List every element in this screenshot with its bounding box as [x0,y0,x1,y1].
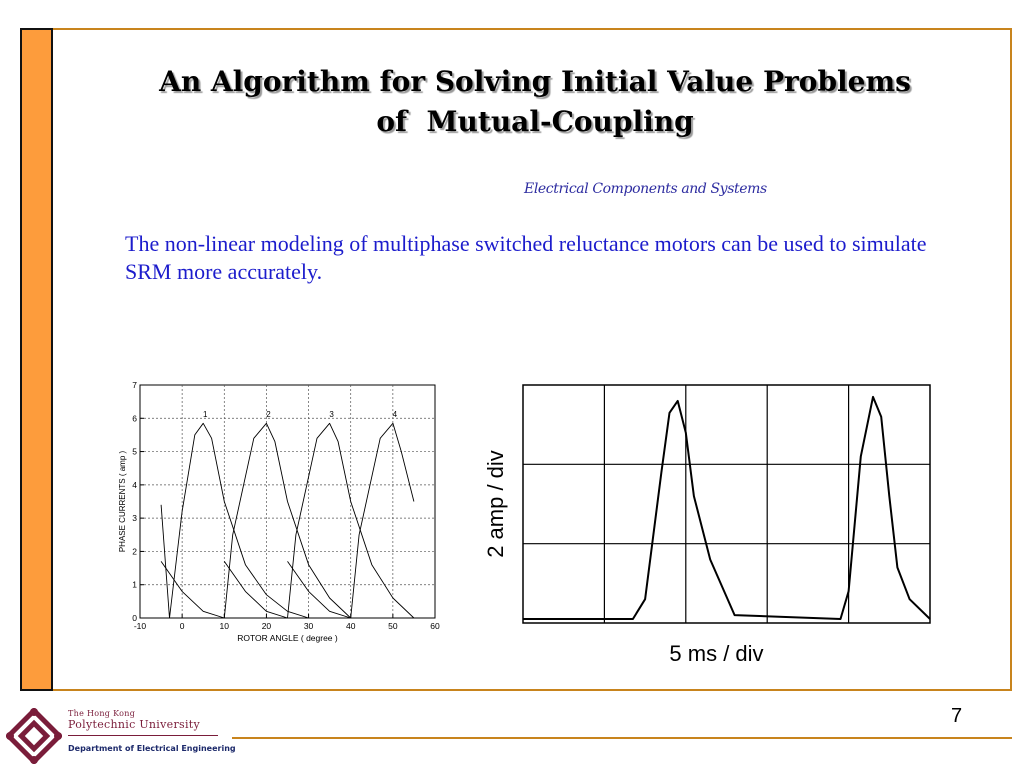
slide-title: An Algorithm for Solving Initial Value P… [80,62,990,142]
series-label: 3 [329,410,334,419]
x-tick-label: 40 [346,621,356,631]
university-name-line-1: The Hong Kong [68,709,136,718]
page-number: 7 [951,705,963,727]
series-label: 1 [203,410,208,419]
y-tick-label: 0 [132,613,137,623]
x-axis-label: 5 ms / div [669,641,763,666]
department-name: Department of Electrical Engineering [68,744,236,753]
university-name: The Hong Kong Polytechnic University [68,709,200,731]
accent-sidebar [20,28,53,691]
oscilloscope-trace-chart: 5 ms / div 2 amp / div [483,384,931,666]
x-tick-label: 20 [262,621,272,631]
y-tick-label: 4 [132,480,137,490]
y-tick-label: 5 [132,447,137,457]
series-label: 2 [266,410,271,419]
x-tick-label: 60 [430,621,440,631]
y-axis-label: 2 amp / div [483,450,508,558]
footer-divider [232,737,1012,739]
y-tick-label: 7 [132,380,137,390]
plot-area [139,384,436,619]
title-line-1: An Algorithm for Solving Initial Value P… [159,65,911,98]
slide-subtitle: Electrical Components and Systems [524,181,767,197]
scope-area [522,384,931,624]
x-tick-label: -10 [134,621,147,631]
y-tick-label: 1 [132,580,137,590]
x-tick-label: 30 [304,621,314,631]
phase-series-line [223,422,415,619]
phase-series-line [160,422,352,619]
x-tick-label: 0 [180,621,185,631]
y-tick-label: 6 [132,413,137,423]
series-label: 4 [393,410,398,419]
y-tick-label: 2 [132,546,137,556]
university-name-rule [68,735,218,736]
phase-series-line [160,422,309,619]
body-paragraph: The non-linear modeling of multiphase sw… [125,231,927,284]
university-name-line-2: Polytechnic University [68,718,200,731]
current-trace-line [523,395,931,620]
university-logo-icon [6,708,62,764]
x-tick-label: 10 [220,621,230,631]
x-axis-label: ROTOR ANGLE ( degree ) [237,633,338,643]
y-axis-label: PHASE CURRENTS ( amp ) [118,450,127,552]
y-tick-label: 3 [132,513,137,523]
phase-series-line [287,422,415,619]
title-line-2: of Mutual-Coupling [376,105,694,138]
x-tick-label: 50 [388,621,398,631]
